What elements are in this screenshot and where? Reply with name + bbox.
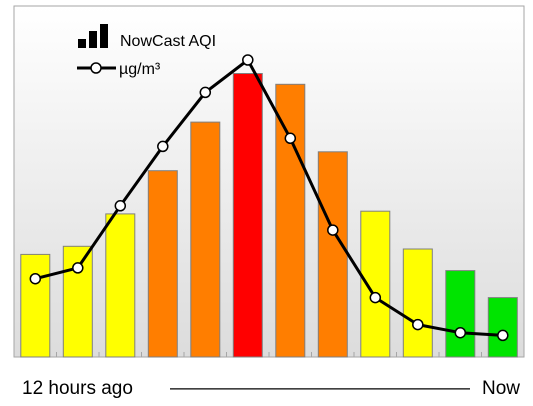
- line-point-4: [157, 140, 169, 153]
- line-markers: [29, 54, 509, 342]
- x-axis-ticks: [13, 352, 525, 357]
- line-point-10: [412, 318, 424, 331]
- line-point-7: [284, 132, 297, 145]
- bar-5: [190, 121, 221, 358]
- line-point-5: [199, 86, 212, 99]
- bar-10: [402, 248, 433, 358]
- line-point-8: [327, 224, 339, 236]
- line-point-3: [114, 200, 127, 212]
- x-label-end: Now: [482, 378, 520, 399]
- bar-11: [445, 270, 476, 358]
- x-label-connector: ———————————————: [170, 378, 470, 399]
- legend-line-icon: [77, 62, 116, 74]
- legend-line-label: µg/m³: [119, 61, 161, 78]
- bar-3: [105, 213, 136, 358]
- line-point-6: [242, 54, 254, 66]
- legend-bar-icon: [78, 24, 108, 48]
- bar-4: [147, 170, 178, 358]
- bar-8: [317, 151, 348, 358]
- bar-7: [275, 83, 306, 358]
- concentration-line: [34, 58, 503, 337]
- legend: NowCast AQI µg/m³: [77, 24, 216, 78]
- bar-12: [487, 297, 518, 358]
- x-label-start: 12 hours ago: [22, 378, 133, 399]
- bar-1: [20, 253, 51, 358]
- legend-bar-label: NowCast AQI: [120, 33, 216, 50]
- bar-6: [232, 73, 263, 358]
- line-point-12: [497, 329, 509, 342]
- line-point-2: [72, 262, 84, 274]
- bar-series: [20, 73, 518, 358]
- line-point-11: [454, 326, 467, 339]
- line-point-1: [29, 272, 42, 285]
- line-point-9: [369, 291, 382, 304]
